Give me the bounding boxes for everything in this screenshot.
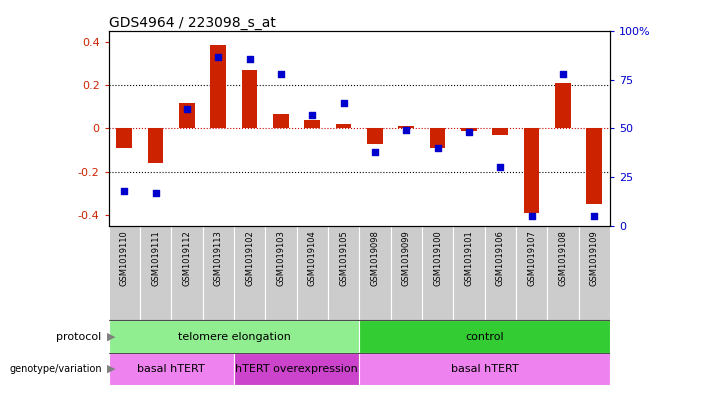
Bar bbox=[179, 103, 195, 129]
Bar bbox=[524, 129, 539, 213]
Point bbox=[306, 112, 318, 118]
Bar bbox=[461, 129, 477, 130]
Text: GSM1019104: GSM1019104 bbox=[308, 230, 317, 286]
Bar bbox=[210, 46, 226, 129]
Bar bbox=[398, 126, 414, 129]
Bar bbox=[234, 353, 360, 385]
Bar bbox=[430, 129, 445, 148]
Text: GDS4964 / 223098_s_at: GDS4964 / 223098_s_at bbox=[109, 17, 275, 30]
Point bbox=[244, 55, 255, 62]
Point bbox=[432, 145, 443, 151]
Bar bbox=[242, 70, 257, 129]
Text: GSM1019108: GSM1019108 bbox=[559, 230, 567, 286]
Text: protocol: protocol bbox=[56, 332, 102, 342]
Point bbox=[526, 213, 537, 219]
Text: hTERT overexpression: hTERT overexpression bbox=[236, 364, 358, 374]
Text: GSM1019103: GSM1019103 bbox=[276, 230, 285, 286]
Bar bbox=[390, 226, 422, 320]
Bar bbox=[109, 353, 234, 385]
Point bbox=[401, 127, 412, 134]
Bar bbox=[484, 226, 516, 320]
Point bbox=[182, 106, 193, 112]
Bar bbox=[304, 120, 320, 129]
Point bbox=[557, 71, 569, 77]
Point bbox=[495, 164, 506, 171]
Text: basal hTERT: basal hTERT bbox=[451, 364, 519, 374]
Bar bbox=[492, 129, 508, 135]
Text: GSM1019109: GSM1019109 bbox=[590, 230, 599, 286]
Text: GSM1019099: GSM1019099 bbox=[402, 230, 411, 286]
Bar bbox=[516, 226, 547, 320]
Text: GSM1019102: GSM1019102 bbox=[245, 230, 254, 286]
Bar bbox=[109, 320, 360, 353]
Text: ▶: ▶ bbox=[107, 332, 115, 342]
Bar bbox=[422, 226, 454, 320]
Point bbox=[589, 213, 600, 219]
Point bbox=[338, 100, 349, 107]
Point bbox=[369, 149, 381, 155]
Bar bbox=[116, 129, 132, 148]
Bar bbox=[586, 129, 602, 204]
Bar bbox=[360, 226, 390, 320]
Text: GSM1019105: GSM1019105 bbox=[339, 230, 348, 286]
Text: GSM1019101: GSM1019101 bbox=[464, 230, 473, 286]
Text: basal hTERT: basal hTERT bbox=[137, 364, 205, 374]
Text: ▶: ▶ bbox=[107, 364, 115, 374]
Bar bbox=[140, 226, 171, 320]
Text: control: control bbox=[465, 332, 504, 342]
Bar bbox=[360, 320, 610, 353]
Point bbox=[463, 129, 475, 136]
Text: GSM1019100: GSM1019100 bbox=[433, 230, 442, 286]
Bar bbox=[265, 226, 297, 320]
Bar bbox=[336, 124, 351, 129]
Bar bbox=[360, 353, 610, 385]
Point bbox=[150, 189, 161, 196]
Bar bbox=[203, 226, 234, 320]
Bar bbox=[578, 226, 610, 320]
Text: GSM1019112: GSM1019112 bbox=[182, 230, 191, 286]
Bar bbox=[297, 226, 328, 320]
Text: GSM1019111: GSM1019111 bbox=[151, 230, 160, 286]
Point bbox=[118, 187, 130, 194]
Bar bbox=[234, 226, 265, 320]
Bar bbox=[367, 129, 383, 143]
Text: GSM1019107: GSM1019107 bbox=[527, 230, 536, 286]
Bar bbox=[148, 129, 163, 163]
Point bbox=[275, 71, 287, 77]
Text: telomere elongation: telomere elongation bbox=[177, 332, 290, 342]
Text: GSM1019110: GSM1019110 bbox=[120, 230, 129, 286]
Point bbox=[212, 53, 224, 60]
Text: GSM1019106: GSM1019106 bbox=[496, 230, 505, 286]
Bar bbox=[328, 226, 360, 320]
Bar bbox=[273, 114, 289, 129]
Bar bbox=[109, 226, 140, 320]
Text: genotype/variation: genotype/variation bbox=[9, 364, 102, 374]
Bar bbox=[171, 226, 203, 320]
Text: GSM1019098: GSM1019098 bbox=[370, 230, 379, 286]
Bar bbox=[555, 83, 571, 129]
Bar bbox=[454, 226, 484, 320]
Text: GSM1019113: GSM1019113 bbox=[214, 230, 223, 286]
Bar bbox=[547, 226, 578, 320]
